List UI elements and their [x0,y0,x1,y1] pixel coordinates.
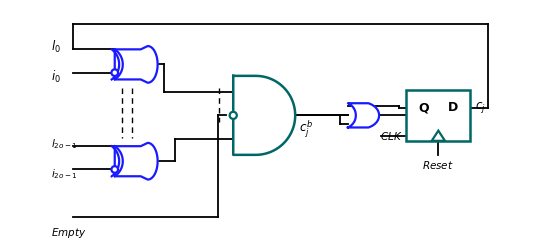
Text: $CLK$: $CLK$ [380,130,402,142]
Polygon shape [432,131,445,141]
Text: $Empty$: $Empty$ [51,227,87,240]
Text: $l_{2o-1}$: $l_{2o-1}$ [51,137,78,151]
Circle shape [230,112,237,119]
Text: $Reset$: $Reset$ [423,159,454,171]
Text: $\mathbf{D}$: $\mathbf{D}$ [447,101,458,114]
Text: $c_j^b$: $c_j^b$ [299,119,313,140]
Polygon shape [233,76,295,155]
Polygon shape [115,46,158,83]
Circle shape [111,69,118,76]
Polygon shape [348,103,379,127]
Circle shape [111,166,118,173]
Text: $i_0$: $i_0$ [51,69,61,85]
Bar [407,90,470,141]
Polygon shape [115,143,158,180]
Text: $\mathbf{Q}$: $\mathbf{Q}$ [418,101,430,115]
Text: $i_{2o-1}$: $i_{2o-1}$ [51,167,78,181]
Text: $c_j$: $c_j$ [475,100,486,115]
Text: $l_0$: $l_0$ [51,39,61,55]
